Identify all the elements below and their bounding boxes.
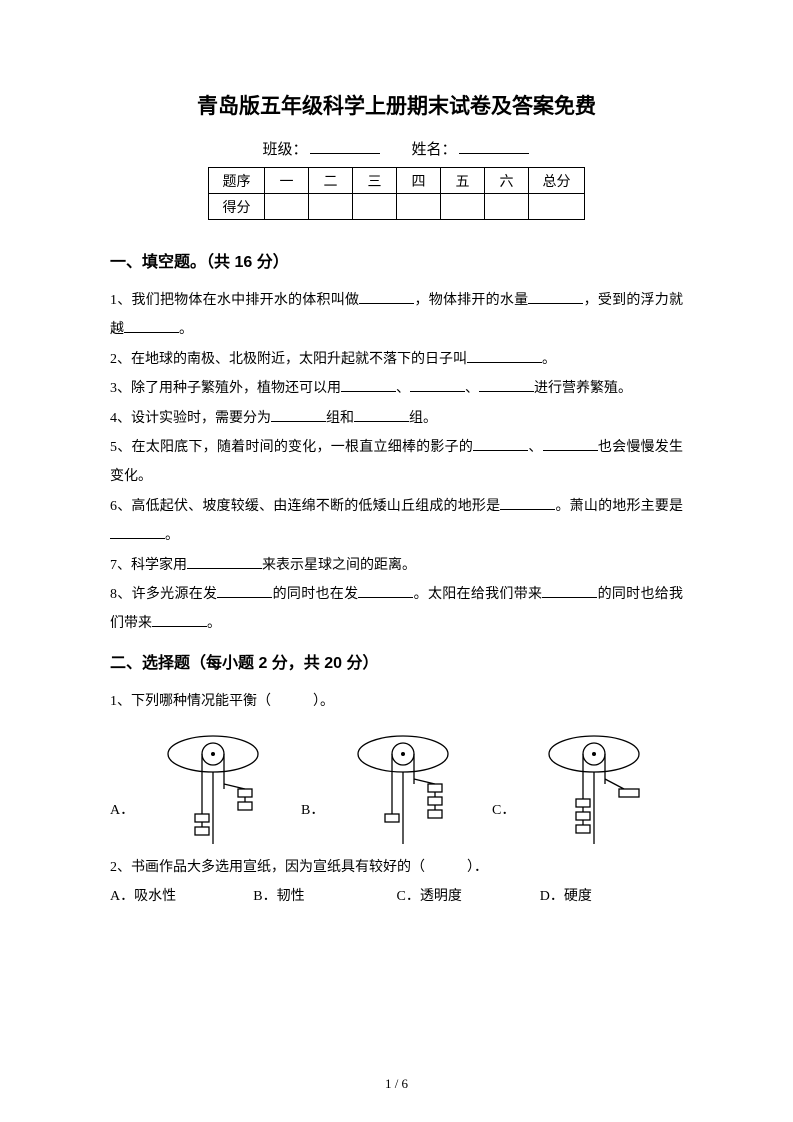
blank [358,584,413,598]
q-text: 。太阳在给我们带来 [413,587,542,602]
table-row: 得分 [209,194,585,220]
opt-d: D．硬度 [540,882,683,911]
cell [397,194,441,220]
cell-total: 总分 [529,168,585,194]
cell [441,194,485,220]
blank [217,584,272,598]
question-6: 6、高低起伏、坡度较缓、由连绵不断的低矮山丘组成的地形是 。萧山的地形主要是。 [110,492,683,551]
blank [410,378,465,392]
opt-b: B．韧性 [253,882,396,911]
opt-a: A．吸水性 [110,882,253,911]
q-text: 。萧山 [555,499,598,514]
q-text: 、 [465,381,479,396]
question-7: 7、科学家用 来表示星球之间的距离。 [110,551,683,580]
cell-label: 得分 [209,194,265,220]
table-row: 题序 一 二 三 四 五 六 总分 [209,168,585,194]
q-text: 4、设计实验时，需要分为 [110,411,271,426]
opt-b-label: B． [301,799,324,849]
cell: 三 [353,168,397,194]
blank [467,349,542,363]
name-blank [459,138,529,154]
cell: 二 [309,168,353,194]
q-text: 、 [396,381,410,396]
blank [187,555,262,569]
q-text: 组。 [409,411,437,426]
blank [543,437,598,451]
q-text: 。 [542,352,556,367]
blank [359,290,414,304]
section2-heading: 二、选择题（每小题 2 分，共 20 分） [110,649,683,673]
score-table: 题序 一 二 三 四 五 六 总分 得分 [208,167,585,220]
q-text: ，物体排开的水量 [414,293,528,308]
diagram-row: A． B． [110,724,683,849]
q-text: 繁殖。 [590,381,632,396]
q-text: 8、许多光源在发 [110,587,217,602]
cell [265,194,309,220]
q-text: 。 [207,616,221,631]
diagram-a: A． [110,729,301,849]
blank [528,290,583,304]
blank [354,408,409,422]
cell: 四 [397,168,441,194]
question-s2-2: 2、书画作品大多选用宣纸，因为宣纸具有较好的（ ）． [110,853,683,882]
q-text: 的同时也在发 [272,587,358,602]
q-text: 1、我们把物体在水中排开水的体积叫做 [110,293,359,308]
question-3: 3、除了用种子繁殖外，植物还可以用 、 、 进行营养繁殖。 [110,374,683,403]
q-text: 2、在地球的南极、北极附近，太阳升起就不落下的日子叫 [110,352,467,367]
blank [341,378,396,392]
question-8: 8、许多光源在发的同时也在发。太阳在给我们带来的同时也给我们带来。 [110,580,683,639]
question-4: 4、设计实验时，需要分为 组和 组。 [110,404,683,433]
blank [542,584,597,598]
cell [485,194,529,220]
q-text: 来表示星球之间的距离。 [262,558,416,573]
q-text: 的地形主要是 [598,499,683,514]
opt-a-label: A． [110,799,134,849]
cell [353,194,397,220]
question-s2-1: 1、下列哪种情况能平衡（ ）。 [110,687,683,716]
q2-options: A．吸水性 B．韧性 C．透明度 D．硬度 [110,882,683,911]
blank [473,437,528,451]
blank [124,319,179,333]
name-label: 姓名： [412,142,457,158]
blank [110,525,165,539]
cell: 五 [441,168,485,194]
blank [479,378,534,392]
opt-c: C．透明度 [397,882,540,911]
blank [500,496,555,510]
q-text: 组和 [326,411,354,426]
blank [271,408,326,422]
diagram-b: B． [301,729,492,849]
blank [152,613,207,627]
class-blank [310,138,380,154]
class-label: 班级： [262,142,307,158]
q-text: 。 [179,322,193,337]
pulley-diagram-b [328,729,478,849]
opt-c-label: C． [492,799,515,849]
q-text: 。 [165,528,179,543]
section1-heading: 一、填空题。（共 16 分） [110,248,683,272]
q-text: ， [583,293,597,308]
cell: 一 [265,168,309,194]
q-text: 5、在太阳底下，随着时间的变化，一根直立细棒的影子的 [110,440,473,455]
q-text: 3、除了用种子繁殖外，植物还可以用 [110,381,341,396]
cell-label: 题序 [209,168,265,194]
q-text: 6、高低起伏、坡度较缓、由连绵不断的低矮山丘组成的地形是 [110,499,500,514]
q-text: 进行营养 [534,381,590,396]
cell [309,194,353,220]
pulley-diagram-c [519,729,669,849]
pulley-diagram-a [138,729,288,849]
page-number: 1 / 6 [0,1076,793,1092]
question-5: 5、在太阳底下，随着时间的变化，一根直立细棒的影子的、也会慢慢发生变化。 [110,433,683,492]
page-title: 青岛版五年级科学上册期末试卷及答案免费 [110,90,683,120]
q-text: 7、科学家用 [110,558,187,573]
question-2: 2、在地球的南极、北极附近，太阳升起就不落下的日子叫 。 [110,345,683,374]
diagram-c: C． [492,729,683,849]
q-text: 、 [528,440,542,455]
cell: 六 [485,168,529,194]
question-1: 1、我们把物体在水中排开水的体积叫做，物体排开的水量，受到的浮力就越。 [110,286,683,345]
header-row: 班级： 姓名： [110,138,683,159]
cell [529,194,585,220]
